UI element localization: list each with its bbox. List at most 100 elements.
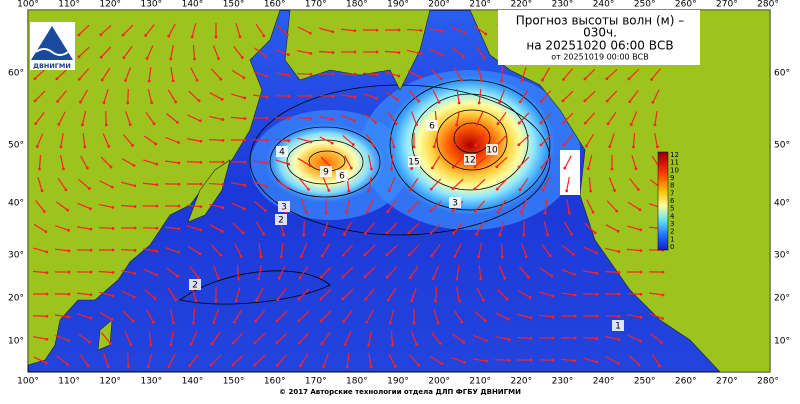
arrow-head (99, 33, 102, 36)
arrow-head (407, 231, 410, 234)
wave-arrow (495, 360, 509, 361)
arrow-head (592, 211, 595, 214)
arrow-head (280, 256, 283, 259)
arrow-head (389, 321, 392, 324)
arrow-head (354, 29, 357, 32)
lon-label: 230° (552, 377, 574, 387)
arrow-head (88, 187, 91, 190)
arrow-head (103, 101, 106, 104)
arrow-head (474, 165, 477, 168)
arrow-head (188, 364, 191, 367)
arrow-head (196, 79, 199, 82)
arrow-head (310, 73, 313, 76)
arrow-head (585, 145, 588, 148)
wave-arrow (627, 294, 641, 295)
arrow-head (237, 278, 240, 281)
arrow-head (628, 78, 631, 81)
arrow-head (298, 342, 301, 345)
arrow-head (386, 276, 389, 279)
arrow-head (431, 167, 434, 170)
arrow-head (172, 321, 175, 324)
arrow-head (367, 190, 370, 193)
arrow-head (452, 232, 455, 235)
arrow-head (276, 319, 279, 322)
arrow-head (124, 79, 127, 82)
arrow-head (46, 271, 49, 274)
arrow-head (199, 120, 202, 123)
arrow-head (297, 319, 300, 322)
arrow-head (458, 102, 461, 105)
wave-arrow (121, 250, 135, 251)
arrow-head (77, 55, 80, 58)
arrow-head (221, 206, 224, 209)
arrow-head (540, 100, 543, 103)
lat-label: 60° (8, 69, 24, 79)
arrow-head (199, 252, 202, 255)
arrow-head (596, 337, 599, 340)
colorbar (658, 152, 668, 250)
arrow-head (156, 250, 159, 253)
arrow-head (244, 139, 247, 142)
arrow-head (552, 315, 555, 318)
arrow-head (254, 320, 257, 323)
contour-label: 3 (452, 199, 458, 209)
arrow-head (341, 275, 344, 278)
lon-label: 210° (469, 377, 491, 387)
arrow-head (36, 145, 39, 148)
arrow-head (434, 300, 437, 303)
arrow-head (265, 75, 268, 78)
arrow-head (529, 296, 532, 299)
arrow-head (551, 295, 554, 298)
arrow-head (86, 167, 89, 170)
arrow-head (321, 254, 324, 257)
wave-arrow (605, 272, 619, 273)
arrow-head (255, 299, 258, 302)
arrow-head (167, 35, 170, 38)
lon-label: 100° (17, 0, 39, 10)
arrow-head (350, 167, 353, 170)
arrow-head (45, 362, 48, 365)
arrow-head (193, 58, 196, 61)
arrow-head (174, 298, 177, 301)
arrow-head (309, 140, 312, 143)
arrow-head (89, 317, 92, 320)
arrow-head (584, 122, 587, 125)
arrow-head (199, 140, 202, 143)
arrow-head (374, 121, 377, 124)
arrow-head (331, 142, 334, 145)
arrow-head (217, 277, 220, 280)
arrow-head (275, 341, 278, 344)
arrow-head (222, 139, 225, 142)
arrow-head (243, 208, 246, 211)
arrow-head (111, 318, 114, 321)
arrow-head (507, 338, 510, 341)
arrow-head (441, 54, 444, 57)
arrow-head (134, 205, 137, 208)
arrow-head (605, 77, 608, 80)
arrow-head (433, 145, 436, 148)
lat-label: 20° (774, 294, 790, 304)
arrow-head (430, 188, 433, 191)
arrow-head (352, 143, 355, 146)
lat-label: 30° (774, 251, 790, 261)
arrow-head (483, 56, 486, 59)
arrow-head (606, 100, 609, 103)
arrow-head (68, 249, 71, 252)
contour-label: 6 (339, 172, 345, 182)
arrow-head (410, 299, 413, 302)
arrow-head (327, 189, 330, 192)
arrow-head (276, 298, 279, 301)
arrow-head (299, 364, 302, 367)
lon-label: 270° (716, 0, 738, 10)
arrow-head (156, 227, 159, 230)
lon-label: 230° (552, 0, 574, 10)
wave-arrow (209, 140, 223, 141)
arrow-head (639, 229, 642, 232)
lon-label: 260° (675, 377, 697, 387)
arrow-head (529, 316, 532, 319)
lon-label: 190° (387, 0, 409, 10)
arrow-head (241, 56, 244, 59)
arrow-head (485, 339, 488, 342)
arrow-head (111, 294, 114, 297)
arrow-head (176, 275, 179, 278)
